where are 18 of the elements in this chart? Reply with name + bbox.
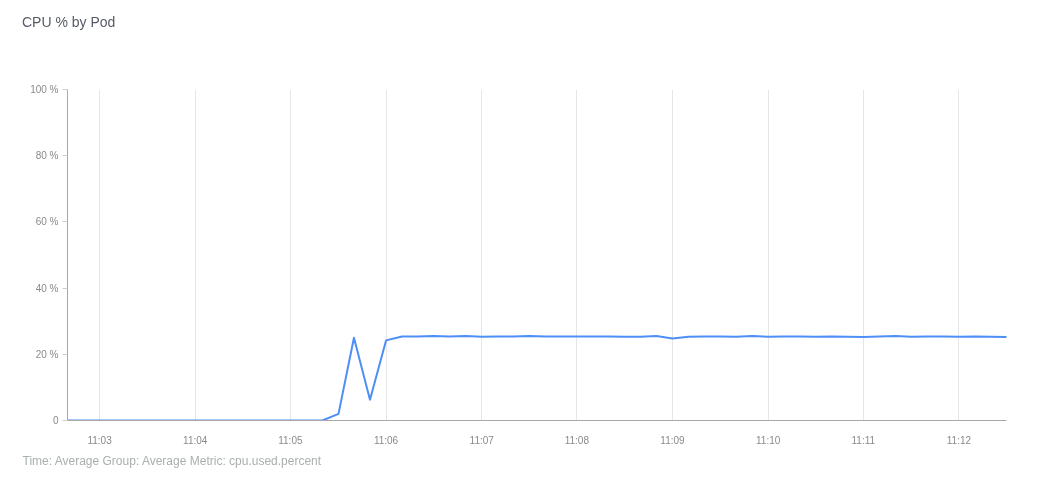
y-tick-label: 20 %: [35, 348, 59, 360]
x-tick-label: 11:09: [660, 434, 686, 446]
x-tick-label: 11:03: [87, 434, 113, 446]
x-tick-label: 11:11: [851, 434, 876, 446]
x-tick-label: 11:06: [373, 434, 399, 446]
x-tick-label: 11:10: [756, 434, 781, 446]
x-tick-label: 11:04: [183, 434, 208, 446]
chart-title: CPU % by Pod: [22, 14, 116, 30]
x-tick-label: 11:08: [564, 434, 590, 446]
y-tick-label: 60 %: [35, 216, 59, 228]
x-tick-label: 11:12: [946, 434, 972, 446]
y-tick-label: 100 %: [30, 84, 59, 95]
y-tick-label: 40 %: [35, 282, 59, 294]
y-tick-label: 0: [52, 415, 59, 426]
text: Time: Average Group: Average Metric: cpu.used.percent: [22, 453, 322, 468]
x-tick-label: 11:07: [469, 434, 495, 446]
x-tick-label: 11:05: [278, 434, 303, 446]
y-tick-label: 80 %: [35, 150, 59, 162]
